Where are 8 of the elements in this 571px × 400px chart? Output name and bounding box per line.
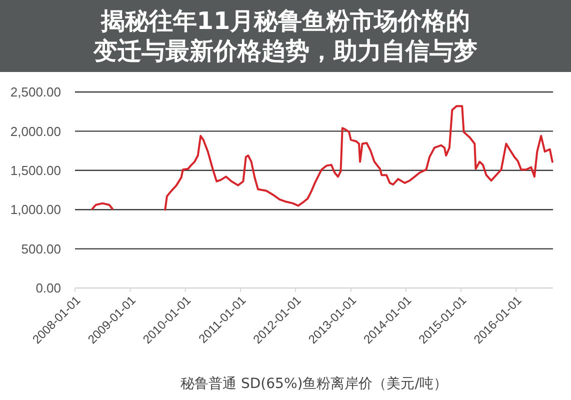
y-tick-label: 1,000.00 (10, 202, 61, 218)
y-tick-label: 0.00 (36, 280, 61, 296)
y-tick-label: 1,500.00 (10, 162, 61, 178)
y-tick-label: 500.00 (21, 241, 61, 256)
y-tick-label: 2,500.00 (10, 84, 61, 100)
y-tick-label: 2,000.00 (10, 124, 61, 139)
x-axis-title: 秘鲁普通 SD(65%)鱼粉离岸价（美元/吨） (180, 375, 448, 392)
chart-title: 揭秘往年11月秘鲁鱼粉市场价格的变迁与最新价格趋势，助力自信与梦 (92, 6, 478, 65)
